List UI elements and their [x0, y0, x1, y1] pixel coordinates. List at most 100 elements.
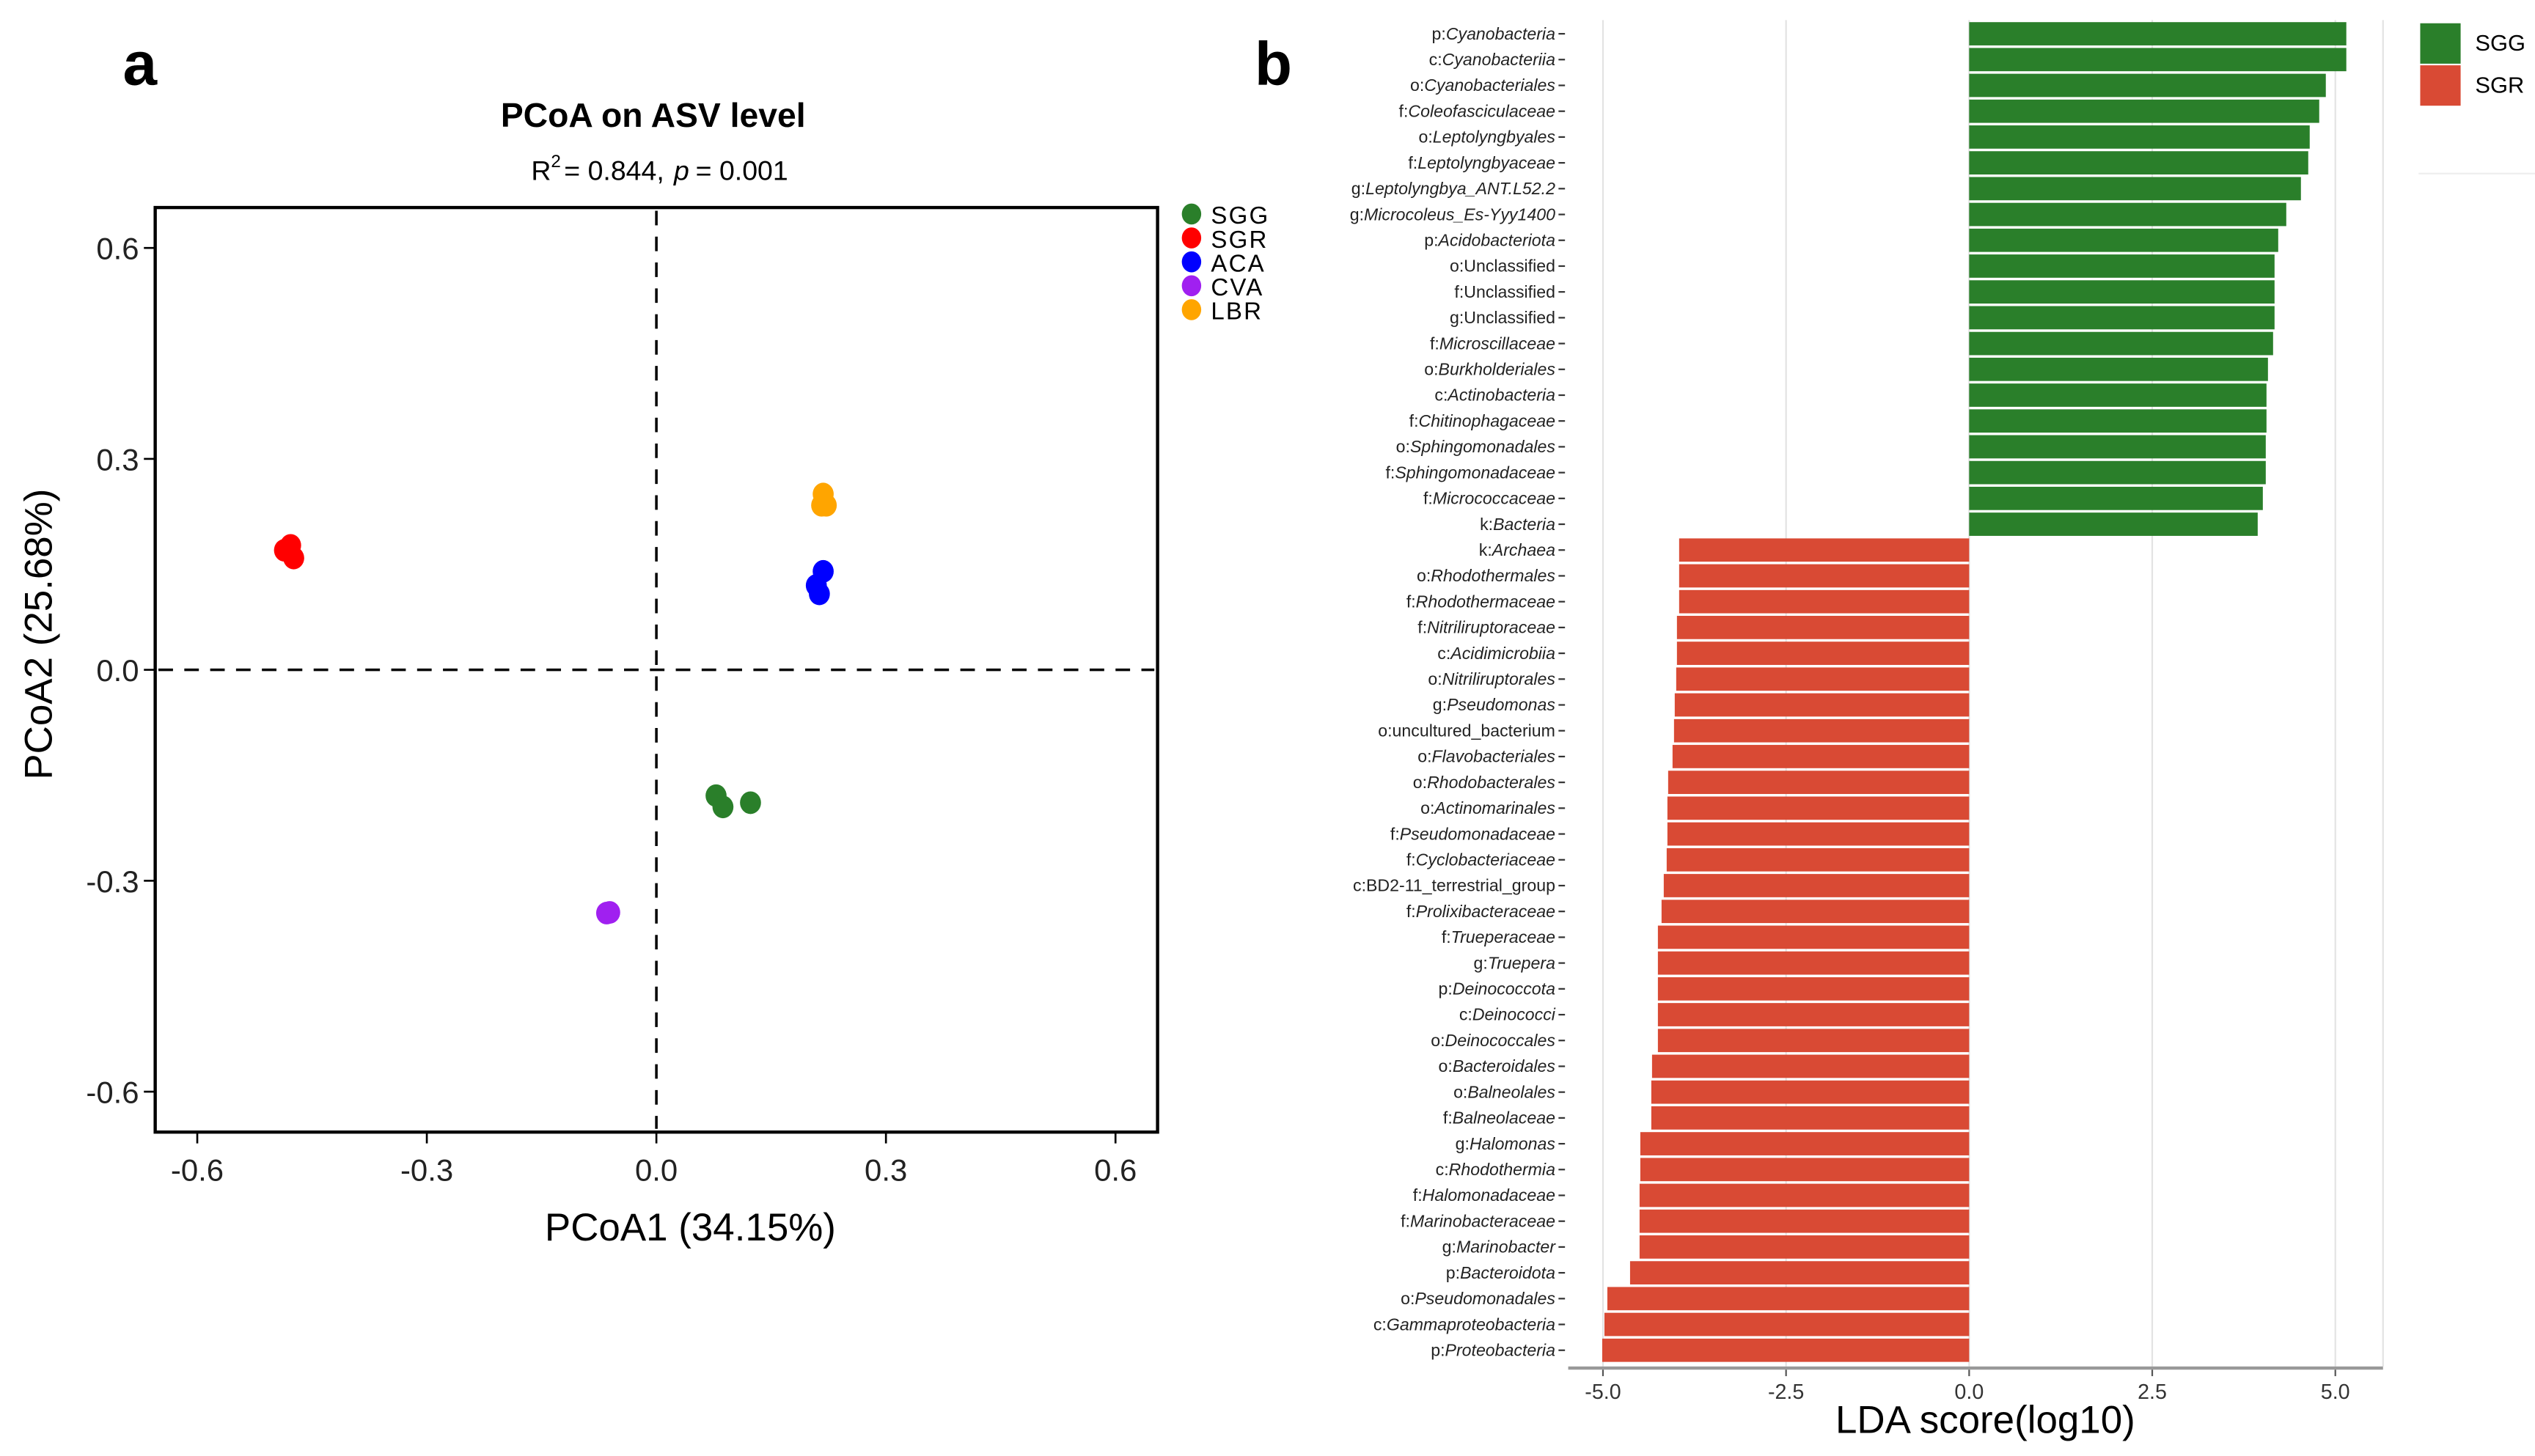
lda-label-rank: o:: [1439, 1056, 1453, 1076]
lda-bar: [1969, 228, 2278, 252]
lda-bar: [1679, 538, 1970, 562]
lda-bar: [1661, 900, 1970, 924]
lda-bar-label: f:Coleofasciculaceae: [1399, 101, 1555, 120]
lda-bar: [1969, 435, 2266, 459]
lda-label-rank: f:: [1408, 153, 1417, 172]
lda-bar-label: f:Prolixibacteraceae: [1406, 902, 1555, 921]
lda-bar: [1969, 357, 2268, 381]
lda-label-rank: f:: [1409, 411, 1419, 430]
lda-label-taxon: Cyanobacteriales: [1424, 76, 1555, 95]
lda-label-taxon: Actinomarinales: [1433, 798, 1555, 817]
lda-bar-label: g:Leptolyngbya_ANT.L52.2: [1351, 179, 1555, 198]
lda-xlabel: LDA score(log10): [1835, 1398, 2135, 1441]
lda-label-rank: o:: [1396, 437, 1410, 456]
pcoa-subtitle: R2 = 0.844, p = 0.001: [531, 152, 788, 186]
lda-label-taxon: Coleofasciculaceae: [1408, 101, 1555, 120]
lda-label-rank: f:: [1385, 463, 1395, 482]
lda-bar: [1639, 1235, 1970, 1259]
lda-label-rank: c:: [1436, 1160, 1449, 1179]
lda-label-rank: f:: [1406, 592, 1416, 611]
subtitle-r-sup: 2: [551, 152, 561, 172]
lda-label-rank: f:: [1401, 1211, 1410, 1230]
lda-label-rank: f:: [1443, 1108, 1453, 1128]
lda-label-taxon: Unclassified: [1464, 257, 1555, 276]
lda-bar: [1969, 306, 2275, 330]
lda-label-taxon: Microcoleus_Es-Yyy1400: [1364, 205, 1555, 224]
lda-bar: [1629, 1261, 1970, 1284]
pcoa-x-tick-label: 0.3: [865, 1152, 907, 1187]
lda-bar: [1969, 99, 2319, 123]
lda-label-rank: o:: [1401, 1289, 1415, 1308]
lda-label-rank: c:: [1459, 1005, 1472, 1024]
lda-bar-label: f:Rhodothermaceae: [1406, 592, 1555, 611]
legend-label-sgr: SGR: [1211, 227, 1268, 254]
subtitle-p-value: = 0.001: [696, 155, 788, 186]
lda-bar-label: o:Balneolales: [1453, 1082, 1555, 1101]
lda-bar-label: o:Unclassified: [1450, 257, 1555, 276]
lda-bar: [1676, 616, 1970, 639]
lda-bar-label: g:Unclassified: [1450, 308, 1555, 327]
lda-bar-label: o:Deinococcales: [1431, 1031, 1555, 1050]
lda-label-taxon: uncultured_bacterium: [1393, 721, 1555, 740]
lda-label-taxon: Halomonas: [1470, 1134, 1555, 1153]
subtitle-r: R: [531, 155, 551, 186]
lda-bar-label: p:Acidobacteriota: [1424, 230, 1555, 249]
lda-label-rank: g:: [1456, 1134, 1470, 1153]
lda-bar-label: f:Chitinophagaceae: [1409, 411, 1555, 430]
pcoa-scatter-panel: PCoA on ASV level R2 = 0.844, p = 0.001 -0.…: [18, 96, 1269, 1249]
pcoa-ylabel: PCoA2 (25.68%): [18, 489, 61, 780]
lda-label-taxon: Cyanobacteria: [1446, 24, 1555, 43]
lda-label-rank: o:: [1431, 1031, 1445, 1050]
lda-bar: [1657, 977, 1970, 1001]
lda-bar-label: c:BD2-11_terrestrial_group: [1353, 876, 1555, 895]
pcoa-point-sgg: [712, 795, 734, 819]
legend-swatch-sgg: [2420, 23, 2461, 64]
lda-bar-label: f:Nitriliruptoraceae: [1417, 618, 1555, 637]
pcoa-y-tick-label: -0.6: [86, 1075, 139, 1109]
lda-label-taxon: Balneolaceae: [1453, 1108, 1555, 1128]
legend-marker-lbr: [1181, 299, 1202, 320]
lda-bar: [1663, 874, 1970, 897]
lda-label-taxon: Micrococcaceae: [1433, 489, 1555, 508]
lda-bar-label: g:Marinobacter: [1442, 1238, 1557, 1257]
legend-marker-cva: [1181, 275, 1202, 297]
lda-bar: [1969, 331, 2273, 356]
lda-bar: [1607, 1287, 1970, 1311]
lda-label-rank: f:: [1454, 282, 1464, 301]
legend-label-aca: ACA: [1211, 250, 1266, 277]
lda-label-rank: g:: [1442, 1238, 1456, 1257]
pcoa-y-tick-label: -0.3: [86, 864, 139, 899]
lda-bar-label: f:Marinobacteraceae: [1401, 1211, 1555, 1230]
lda-label-rank: p:: [1431, 1340, 1445, 1359]
pcoa-y-tick-label: 0.0: [96, 653, 139, 688]
lda-bar: [1969, 383, 2267, 407]
lda-label-taxon: Leptolyngbyales: [1433, 128, 1556, 147]
lda-label-taxon: Prolixibacteraceae: [1416, 902, 1555, 921]
panel-label-a: a: [123, 29, 158, 98]
lda-label-rank: g:: [1350, 205, 1364, 224]
pcoa-y-tick-label: 0.3: [96, 442, 139, 477]
lda-label-taxon: Pseudomonadaceae: [1400, 824, 1555, 843]
lda-bar: [1657, 1003, 1970, 1026]
lda-label-taxon: Microscillaceae: [1439, 334, 1555, 353]
lda-bar-label: o:Actinomarinales: [1420, 798, 1555, 817]
lda-label-taxon: Rhodobacterales: [1427, 773, 1555, 792]
pcoa-x-tick-label: 0.0: [635, 1152, 678, 1187]
lda-bar: [1657, 951, 1970, 975]
lda-label-taxon: Flavobacteriales: [1432, 747, 1556, 766]
lda-label-taxon: Rhodothermia: [1449, 1160, 1555, 1179]
lda-bar-label: k:Bacteria: [1480, 515, 1555, 534]
lda-bar: [1676, 641, 1970, 665]
pcoa-point-cva: [595, 902, 617, 924]
lda-label-taxon: BD2-11_terrestrial_group: [1366, 876, 1555, 895]
lda-bar: [1639, 1183, 1970, 1207]
lda-bar-label: o:Rhodobacterales: [1413, 773, 1556, 792]
lda-label-taxon: Truepera: [1488, 953, 1555, 972]
lda-bar: [1676, 667, 1970, 691]
lda-bar: [1969, 22, 2347, 45]
lda-bar-label: p:Cyanobacteria: [1432, 24, 1556, 43]
lda-label-taxon: Gammaproteobacteria: [1387, 1315, 1555, 1334]
lda-x-tick-label: 5.0: [2321, 1380, 2350, 1404]
lda-label-taxon: Trueperaceae: [1451, 927, 1555, 946]
lda-bar-label: c:Actinobacteria: [1434, 386, 1555, 405]
